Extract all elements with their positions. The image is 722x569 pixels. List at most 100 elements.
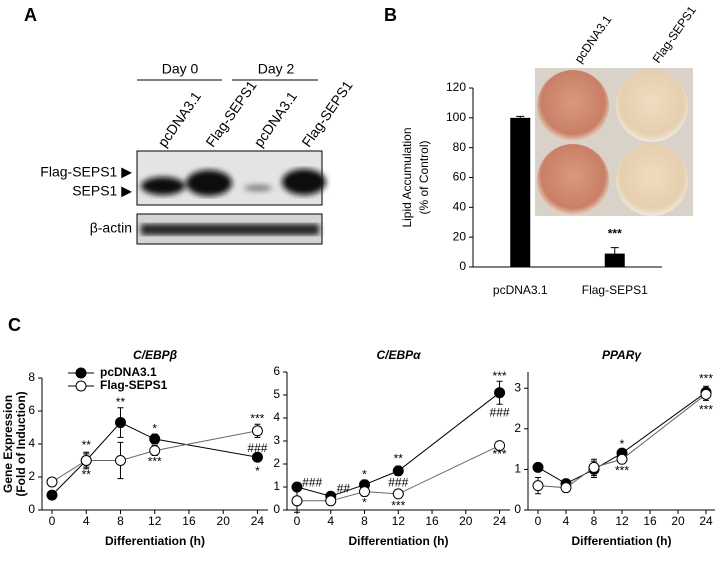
annotation: *** [493, 447, 507, 461]
inset-label: pcDNA3.1 [572, 12, 615, 65]
x-tick-label: 16 [425, 514, 439, 528]
y-tick-label: 3 [273, 433, 280, 447]
marker [291, 495, 303, 507]
marker [494, 440, 506, 452]
marker [532, 461, 544, 473]
marker [46, 476, 58, 488]
y-tick-label: 1 [273, 479, 280, 493]
x-tick-label: 4 [83, 514, 90, 528]
marker [251, 425, 263, 437]
y-tick-label: 20 [453, 229, 467, 243]
marker [114, 417, 126, 429]
x-tick-label: 0 [535, 514, 542, 528]
chart-title: PPARγ [602, 348, 642, 362]
x-tick-label: 12 [392, 514, 406, 528]
lane-label: pcDNA3.1 [250, 88, 300, 150]
annotation: ** [82, 468, 92, 482]
lane-label: Flag-SEPS1 [298, 77, 355, 149]
chart-title: C/EBPα [376, 348, 421, 362]
chart-title: C/EBPβ [133, 348, 178, 362]
annotation: *** [608, 226, 622, 240]
x-tick-label: 12 [148, 514, 162, 528]
marker [392, 488, 404, 500]
y-tick-label: 2 [273, 456, 280, 470]
y-tick-label: 2 [514, 421, 521, 435]
legend-label: Flag-SEPS1 [100, 378, 168, 392]
y-tick-label: 100 [446, 110, 466, 124]
annotation: ### [388, 476, 408, 490]
annotation: *** [148, 454, 162, 468]
marker [700, 388, 712, 400]
x-tick-label: 24 [699, 514, 713, 528]
day-label: Day 0 [162, 61, 199, 77]
x-tick-label: 16 [182, 514, 196, 528]
panel-label: A [24, 5, 37, 25]
y-tick-label: 2 [28, 469, 35, 483]
y-tick-label: 3 [514, 380, 521, 394]
annotation: ** [116, 395, 126, 409]
x-tick-label: 0 [294, 514, 301, 528]
annotation: * [620, 437, 625, 451]
marker [494, 387, 506, 399]
y-tick-label: 120 [446, 80, 466, 94]
annotation: *** [493, 369, 507, 383]
legend-marker [75, 380, 87, 392]
y-tick-label: 80 [453, 140, 467, 154]
y-tick-label: 4 [28, 436, 35, 450]
annotation: * [362, 468, 367, 482]
x-tick-label: 16 [643, 514, 657, 528]
x-tick-label: Flag-SEPS1 [582, 283, 648, 297]
x-axis-label: Differentiation (h) [572, 534, 672, 548]
marker [588, 461, 600, 473]
annotation: *** [250, 411, 264, 425]
marker [149, 433, 161, 445]
marker [325, 495, 337, 507]
inset-label: Flag-SEPS1 [650, 3, 700, 65]
marker [149, 445, 161, 457]
marker [560, 482, 572, 494]
y-tick-label: 60 [453, 170, 467, 184]
annotation: * [362, 495, 367, 509]
x-tick-label: 20 [671, 514, 685, 528]
marker [532, 480, 544, 492]
y-tick-label: 6 [273, 364, 280, 378]
y-tick-label: 5 [273, 387, 280, 401]
x-tick-label: 20 [459, 514, 473, 528]
x-tick-label: 8 [361, 514, 368, 528]
panel-label: C [8, 315, 21, 335]
stain-image [535, 68, 693, 216]
legend-marker [75, 367, 87, 379]
annotation: *** [615, 464, 629, 478]
legend-label: pcDNA3.1 [100, 365, 157, 379]
y-tick-label: 0 [514, 502, 521, 516]
y-tick-label: 0 [28, 502, 35, 516]
x-tick-label: 0 [49, 514, 56, 528]
marker [46, 489, 58, 501]
annotation: ** [82, 438, 92, 452]
x-axis-label: Differentiation (h) [105, 534, 205, 548]
annotation: ### [490, 406, 510, 420]
marker [392, 465, 404, 477]
annotation: ## [337, 481, 351, 495]
y-axis-label: (Fold of Induction) [14, 391, 28, 496]
x-tick-label: 4 [327, 514, 334, 528]
annotation: *** [699, 403, 713, 417]
x-tick-label: 8 [591, 514, 598, 528]
annotation: *** [699, 371, 713, 385]
x-tick-label: 24 [251, 514, 265, 528]
x-tick-label: 24 [493, 514, 507, 528]
y-axis-label: Gene Expression [1, 395, 15, 493]
blot-image [136, 150, 326, 245]
annotation: ### [247, 441, 267, 455]
bar [604, 253, 625, 267]
y-axis-label: (% of Control) [417, 140, 431, 214]
error-bar [610, 247, 619, 254]
marker [616, 453, 628, 465]
day-label: Day 2 [258, 61, 295, 77]
marker [114, 455, 126, 466]
x-tick-label: 12 [615, 514, 629, 528]
marker [251, 451, 263, 463]
lane-label: pcDNA3.1 [154, 88, 204, 150]
y-tick-label: 6 [28, 403, 35, 417]
y-axis-label: Lipid Accumulation [400, 127, 414, 227]
